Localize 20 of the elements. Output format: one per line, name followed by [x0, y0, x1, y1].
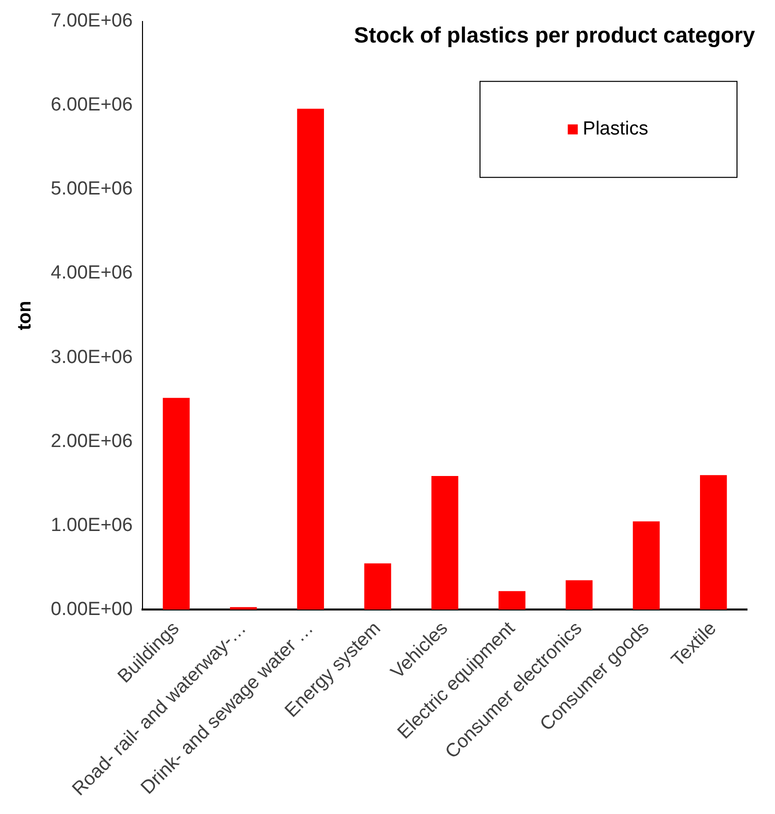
y-tick-label: 4.00E+06 — [50, 262, 133, 284]
y-tick-label: 1.00E+06 — [50, 514, 133, 536]
bar — [297, 108, 324, 610]
legend-label: Plastics — [582, 118, 648, 140]
bar — [632, 521, 660, 610]
bar — [498, 591, 526, 610]
y-tick-label: 7.00E+06 — [50, 10, 133, 32]
bar — [431, 476, 458, 610]
y-tick-label: 3.00E+06 — [50, 346, 133, 368]
chart-title: Stock of plastics per product category — [354, 22, 756, 48]
y-tick-label: 2.00E+06 — [50, 430, 133, 452]
y-tick-label: 5.00E+06 — [50, 178, 133, 200]
bar — [364, 563, 392, 610]
bar — [230, 607, 257, 610]
y-axis-title: ton — [14, 300, 36, 330]
y-tick-label: 6.00E+06 — [50, 94, 133, 116]
y-tick-label: 0.00E+00 — [50, 598, 133, 620]
bar — [162, 398, 190, 610]
bar — [566, 580, 593, 610]
bar — [700, 475, 727, 610]
